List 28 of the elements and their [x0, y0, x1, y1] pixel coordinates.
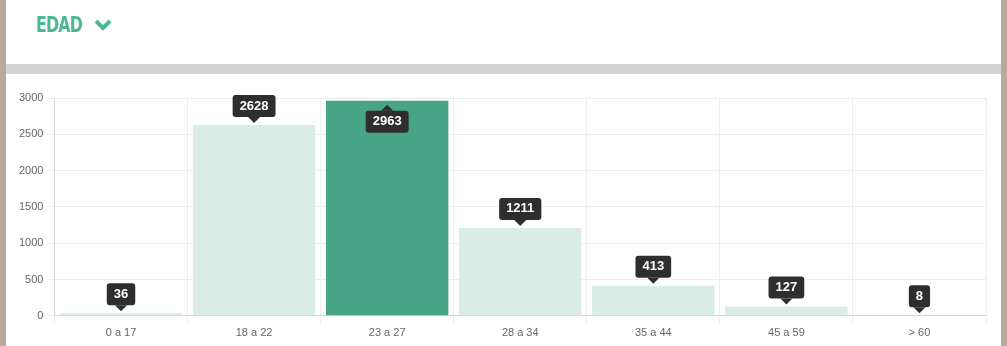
y-tick-label: 1500: [18, 199, 44, 212]
bar: [59, 313, 183, 316]
x-tick-label: > 60: [908, 326, 931, 339]
x-tick-label: 28 a 34: [501, 326, 539, 339]
bar: [325, 100, 449, 316]
data-label: 1211: [506, 200, 535, 216]
bar: [592, 285, 715, 316]
x-tick-label: 35 a 44: [634, 326, 672, 339]
y-tick-label: 1000: [18, 236, 44, 249]
bar: [192, 125, 316, 316]
data-label: 127: [775, 279, 798, 295]
bar: [459, 227, 582, 316]
y-tick-label: 3000: [18, 91, 44, 104]
data-label: 8: [915, 287, 924, 303]
y-tick-label: 500: [25, 272, 44, 285]
x-tick-label: 45 a 59: [768, 326, 805, 339]
y-tick-label: 2500: [18, 127, 44, 140]
x-tick-label: 0 a 17: [105, 326, 137, 339]
x-tick-label: 23 a 27: [368, 326, 406, 339]
bar: [725, 306, 848, 316]
data-label: 413: [642, 258, 665, 274]
data-label: 36: [113, 285, 129, 301]
data-label: 2963: [372, 113, 402, 129]
chart-title: EDAD: [36, 12, 83, 37]
data-label: 2628: [239, 97, 269, 113]
y-tick-label: 2000: [18, 163, 44, 176]
x-tick-label: 18 a 22: [235, 326, 273, 339]
y-tick-label: 0: [37, 308, 44, 321]
